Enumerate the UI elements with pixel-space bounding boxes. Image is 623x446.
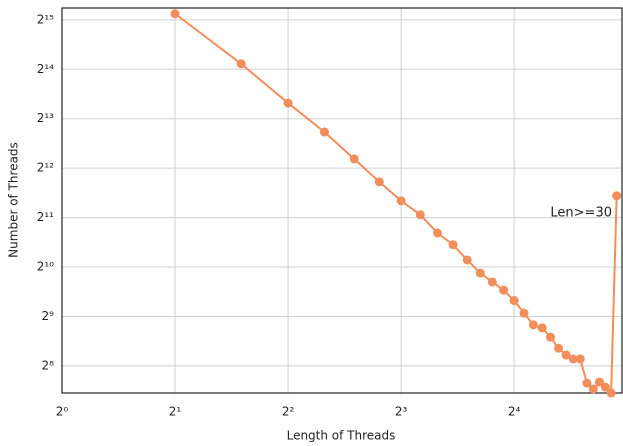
data-point bbox=[170, 9, 180, 19]
data-point bbox=[561, 350, 571, 360]
x-tick-label: 2² bbox=[282, 405, 295, 419]
data-point bbox=[600, 382, 610, 392]
data-point bbox=[537, 323, 547, 333]
data-point bbox=[568, 354, 578, 364]
y-tick-label: 2¹⁰ bbox=[37, 260, 54, 274]
x-tick-label: 2¹ bbox=[169, 405, 182, 419]
data-point bbox=[519, 308, 529, 318]
plot-frame bbox=[61, 7, 623, 394]
data-point bbox=[432, 228, 442, 238]
y-tick-label: 2¹⁴ bbox=[37, 62, 54, 76]
data-point bbox=[553, 343, 563, 353]
data-point bbox=[236, 59, 246, 69]
x-tick-label: 2⁰ bbox=[56, 405, 69, 419]
data-point bbox=[396, 196, 406, 206]
data-point bbox=[283, 98, 293, 108]
y-tick-label: 2⁹ bbox=[42, 309, 55, 323]
data-point bbox=[462, 255, 472, 265]
data-point bbox=[509, 296, 519, 306]
y-tick-label: 2¹³ bbox=[37, 111, 54, 125]
y-tick-label: 2¹⁵ bbox=[37, 12, 54, 26]
data-point bbox=[546, 332, 556, 342]
data-point bbox=[448, 240, 458, 250]
data-point bbox=[575, 354, 585, 364]
data-point bbox=[415, 210, 425, 220]
data-point bbox=[606, 388, 616, 398]
x-axis-label: Length of Threads bbox=[287, 429, 396, 443]
data-point bbox=[475, 268, 485, 278]
x-tick-label: 2³ bbox=[395, 405, 408, 419]
data-point bbox=[588, 384, 598, 394]
x-tick-label: 2⁴ bbox=[508, 405, 521, 419]
annotation: Len>=30 bbox=[550, 206, 612, 221]
y-tick-label: 2¹² bbox=[37, 161, 54, 175]
y-axis-label: Number of Threads bbox=[7, 142, 21, 258]
data-point bbox=[349, 154, 359, 164]
data-point bbox=[319, 127, 329, 137]
data-point bbox=[487, 277, 497, 287]
data-point bbox=[374, 177, 384, 187]
data-point bbox=[612, 191, 622, 201]
y-tick-label: 2⁸ bbox=[42, 358, 55, 372]
data-point bbox=[582, 378, 592, 388]
y-tick-label: 2¹¹ bbox=[37, 210, 54, 224]
data-point bbox=[594, 377, 604, 387]
data-point bbox=[528, 320, 538, 330]
data-point bbox=[499, 285, 509, 295]
